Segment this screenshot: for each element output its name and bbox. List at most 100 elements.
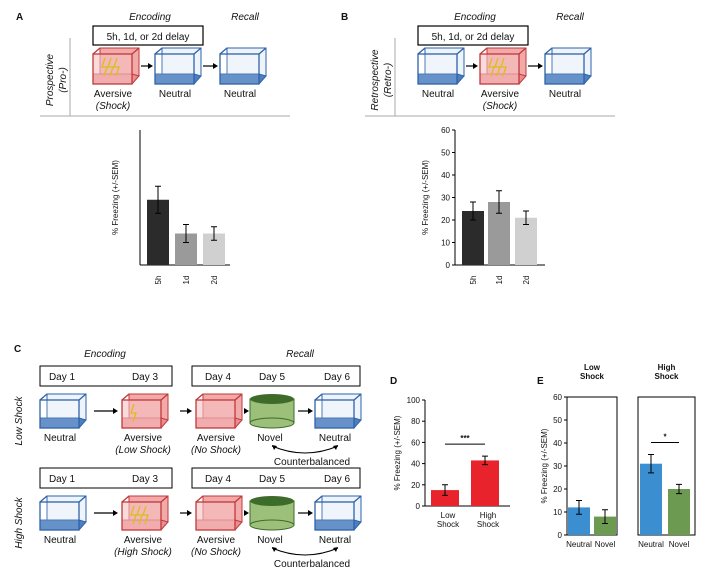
chamber-edge bbox=[219, 47, 228, 55]
chamber-sublabel: (No Shock) bbox=[191, 547, 241, 558]
panel-letter: D bbox=[390, 376, 397, 387]
error-bar bbox=[576, 500, 582, 515]
chamber-edge bbox=[160, 393, 169, 401]
arrow-head bbox=[244, 408, 249, 414]
chamber-label: Novel bbox=[257, 535, 283, 546]
shock-bolt bbox=[130, 505, 137, 525]
day-label: Day 1 bbox=[49, 474, 76, 485]
day-box bbox=[39, 365, 173, 387]
chamber-label: Neutral bbox=[319, 535, 351, 546]
y-tick-label: 80 bbox=[411, 417, 420, 426]
condition-label: Prospective bbox=[45, 53, 56, 106]
arrow-head bbox=[333, 547, 338, 552]
day-label: Day 5 bbox=[259, 372, 286, 383]
chamber-label: Aversive bbox=[124, 433, 163, 444]
y-tick-label: 0 bbox=[558, 531, 563, 540]
chamber-front bbox=[417, 53, 458, 85]
shock-bolt bbox=[107, 57, 114, 77]
bar bbox=[568, 507, 590, 535]
novel-bottom bbox=[249, 417, 295, 429]
arrow-head bbox=[244, 510, 249, 516]
x-tick-label: Neutral bbox=[638, 540, 664, 549]
chamber-edge bbox=[544, 47, 553, 55]
chamber-label: Aversive bbox=[94, 89, 133, 100]
panel-letter: C bbox=[14, 344, 21, 355]
y-tick-label: 0 bbox=[416, 502, 421, 511]
day-box bbox=[39, 467, 173, 489]
counterbalance-arrow bbox=[271, 547, 339, 556]
row-label: Low Shock bbox=[14, 396, 25, 446]
shock-bolt bbox=[142, 505, 149, 525]
chamber-label: Neutral bbox=[44, 535, 76, 546]
chamber-front bbox=[314, 399, 355, 429]
bar-chart: 0 20 40 60 80 100 Low Shock High Shock % Freezing … bbox=[393, 396, 510, 529]
chamber-label: Neutral bbox=[422, 89, 454, 100]
chamber-edge bbox=[39, 495, 48, 503]
arrow-head bbox=[113, 510, 118, 516]
chamber-label: Aversive bbox=[481, 89, 520, 100]
panel-letter: B bbox=[341, 12, 348, 23]
error-bar bbox=[482, 455, 488, 466]
error-bar bbox=[442, 484, 448, 496]
bar bbox=[488, 202, 510, 265]
shock-bolt bbox=[101, 57, 108, 77]
x-tick-label: 2d bbox=[210, 276, 219, 285]
y-tick-label: 0 bbox=[446, 261, 451, 270]
condition-label: (Retro-) bbox=[383, 63, 394, 97]
chamber-edge bbox=[417, 47, 426, 55]
condition-label: Retrospective bbox=[370, 49, 381, 111]
y-tick-label: 30 bbox=[441, 194, 450, 203]
significance-label: *** bbox=[460, 434, 470, 443]
arrow-head bbox=[333, 445, 338, 450]
delay-box bbox=[417, 25, 529, 46]
bar-chart: 0 10 20 30 40 50 60 Neutral Novel % Freezing (+/-… bbox=[540, 363, 618, 549]
chamber-label: Neutral bbox=[319, 433, 351, 444]
chamber-sublabel: (Shock) bbox=[96, 101, 130, 112]
chamber-label: Neutral bbox=[159, 89, 191, 100]
x-tick-label: 2d bbox=[522, 276, 531, 285]
bar-chart: 0 10 20 30 40 50 60 5h 1d 2d % Freezing (+/-SEM) bbox=[421, 126, 545, 284]
chamber-edge bbox=[258, 47, 267, 55]
arrow-head bbox=[187, 408, 192, 414]
chamber-label: Aversive bbox=[197, 433, 236, 444]
chamber-edge bbox=[234, 393, 243, 401]
error-bar bbox=[155, 185, 161, 214]
novel-bottom bbox=[249, 519, 295, 531]
chamber-edge bbox=[78, 495, 87, 503]
chamber-label: Neutral bbox=[44, 433, 76, 444]
y-axis-label: % Freezing (+/-SEM) bbox=[540, 428, 549, 503]
x-tick-label: Low Shock bbox=[437, 511, 460, 529]
shock-bolt bbox=[136, 505, 143, 525]
y-tick-label: 20 bbox=[441, 216, 450, 225]
y-tick-label: 20 bbox=[411, 481, 420, 490]
y-tick-label: 60 bbox=[441, 126, 450, 135]
error-bar bbox=[602, 509, 608, 524]
day-label: Day 1 bbox=[49, 372, 76, 383]
bar bbox=[431, 490, 459, 506]
encoding-heading: Encoding bbox=[84, 349, 126, 360]
shock-bolt bbox=[494, 57, 501, 77]
arrow-head bbox=[187, 510, 192, 516]
chamber-edge bbox=[195, 495, 204, 503]
day-label: Day 5 bbox=[259, 474, 286, 485]
bar bbox=[471, 460, 499, 506]
chamber-front bbox=[121, 399, 162, 429]
note: Counterbalanced bbox=[274, 457, 350, 468]
panel-letter: E bbox=[537, 376, 544, 387]
chamber-label: Novel bbox=[257, 433, 283, 444]
bar-chart: Neutral Novel High Shock * bbox=[637, 363, 696, 549]
x-tick-label: High Shock bbox=[477, 511, 500, 529]
chamber-front bbox=[544, 53, 585, 85]
day-label: Day 6 bbox=[324, 372, 351, 383]
subpanel-title: Low Shock bbox=[580, 363, 605, 381]
subpanel-title: High Shock bbox=[654, 363, 679, 381]
bar bbox=[175, 233, 197, 265]
day-box bbox=[191, 467, 361, 489]
chamber-front bbox=[154, 53, 195, 85]
y-tick-label: 40 bbox=[441, 171, 450, 180]
y-axis-label: % Freezing (+/-SEM) bbox=[393, 415, 402, 490]
chamber-edge bbox=[92, 47, 101, 55]
x-tick-label: 1d bbox=[182, 276, 191, 285]
chamber-label: Neutral bbox=[224, 89, 256, 100]
novel-top bbox=[250, 496, 294, 506]
